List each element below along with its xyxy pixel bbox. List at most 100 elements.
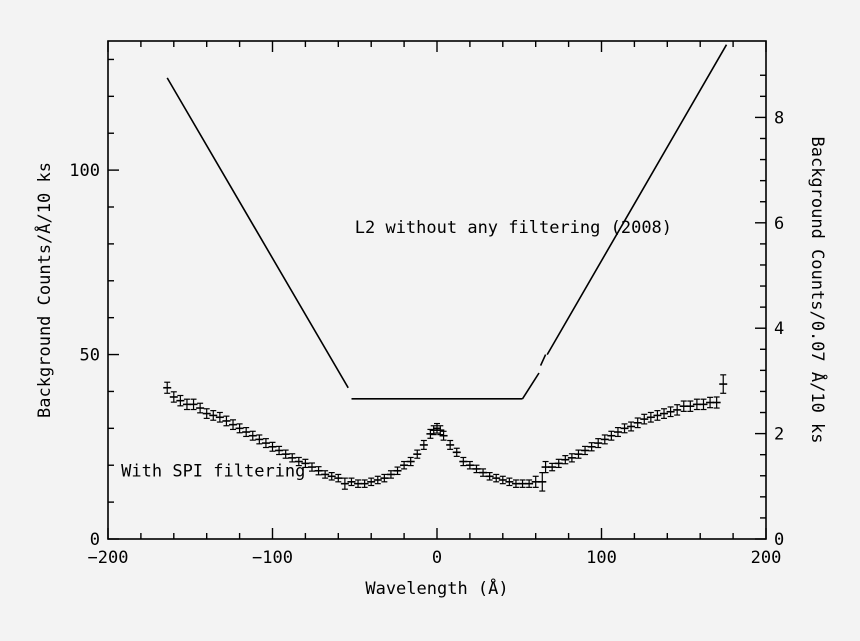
data-point-spi bbox=[169, 391, 178, 403]
data-point-spi bbox=[511, 479, 520, 488]
data-point-spi bbox=[699, 398, 708, 411]
data-point-spi bbox=[492, 473, 501, 483]
data-point-spi bbox=[660, 408, 669, 419]
x-axis-title: Wavelength (Å) bbox=[365, 577, 508, 599]
annotation-unfiltered: L2 without any filtering (2008) bbox=[355, 218, 672, 238]
series-line-unfiltered bbox=[546, 44, 728, 356]
data-point-spi bbox=[452, 447, 461, 457]
data-point-spi bbox=[594, 438, 603, 449]
y2-axis-title: Background Counts/0.07 Å/10 ks bbox=[807, 136, 829, 443]
data-point-spi bbox=[393, 466, 402, 476]
data-point-spi bbox=[288, 453, 297, 463]
data-point-spi bbox=[261, 438, 270, 449]
data-point-spi bbox=[334, 473, 343, 483]
y-tick-label: 50 bbox=[80, 346, 100, 366]
data-point-spi bbox=[163, 381, 172, 394]
data-point-spi bbox=[367, 477, 376, 487]
series-line-unfiltered bbox=[539, 354, 547, 366]
data-point-spi bbox=[472, 464, 481, 474]
data-point-spi bbox=[406, 456, 415, 467]
data-point-spi bbox=[554, 458, 563, 469]
data-point-spi bbox=[182, 398, 191, 411]
data-point-spi bbox=[719, 374, 728, 394]
data-point-spi bbox=[242, 426, 251, 438]
data-point-spi bbox=[347, 477, 356, 487]
data-point-spi bbox=[268, 441, 277, 452]
annotation-spi-filtering: With SPI filtering bbox=[121, 461, 305, 481]
data-point-spi bbox=[281, 449, 290, 459]
y2-tick-label: 8 bbox=[774, 108, 784, 128]
data-point-spi bbox=[209, 410, 218, 421]
data-point-spi bbox=[248, 430, 257, 441]
data-point-spi bbox=[439, 430, 448, 441]
data-point-spi bbox=[581, 445, 590, 456]
data-point-spi bbox=[567, 453, 576, 463]
data-point-spi bbox=[479, 468, 488, 477]
data-point-spi bbox=[620, 423, 629, 434]
data-point-spi bbox=[176, 394, 185, 407]
data-point-spi bbox=[525, 479, 534, 488]
data-point-spi bbox=[433, 422, 441, 434]
data-point-spi bbox=[202, 408, 211, 419]
y-tick-label: 100 bbox=[69, 161, 100, 181]
data-point-spi bbox=[327, 472, 336, 481]
data-point-spi bbox=[294, 456, 303, 467]
series-line-unfiltered bbox=[521, 372, 540, 400]
data-point-spi bbox=[413, 449, 422, 459]
data-point-spi bbox=[380, 473, 389, 483]
data-point-spi bbox=[633, 417, 642, 429]
y-tick-label: 0 bbox=[90, 530, 100, 550]
data-point-spi bbox=[561, 455, 570, 465]
y2-tick-label: 6 bbox=[774, 214, 784, 234]
data-point-spi bbox=[321, 470, 330, 479]
data-point-spi bbox=[419, 439, 428, 450]
y2-tick-label: 0 bbox=[774, 530, 784, 550]
data-point-spi bbox=[712, 396, 721, 409]
data-point-spi bbox=[235, 423, 244, 434]
y-axis-title: Background Counts/Å/10 ks bbox=[33, 162, 55, 418]
data-point-spi bbox=[613, 426, 622, 438]
data-point-spi bbox=[340, 477, 349, 490]
data-point-spi bbox=[485, 472, 494, 481]
data-point-spi bbox=[215, 411, 224, 423]
data-point-spi bbox=[548, 462, 557, 472]
x-tick-label: −100 bbox=[252, 548, 293, 568]
x-tick-label: 100 bbox=[586, 548, 617, 568]
x-tick-label: −200 bbox=[88, 548, 129, 568]
data-point-spi bbox=[436, 425, 445, 436]
data-point-spi bbox=[307, 462, 316, 472]
data-point-spi bbox=[686, 400, 695, 412]
data-point-spi bbox=[673, 404, 682, 416]
data-point-spi bbox=[314, 466, 323, 476]
x-tick-label: 0 bbox=[432, 548, 442, 568]
data-point-spi bbox=[505, 477, 514, 487]
data-point-spi bbox=[189, 398, 198, 411]
data-point-spi bbox=[653, 410, 662, 421]
x-tick-label: 200 bbox=[751, 548, 782, 568]
data-point-spi bbox=[600, 434, 609, 445]
data-point-spi bbox=[373, 475, 382, 485]
series-line-unfiltered bbox=[166, 77, 349, 389]
data-point-spi bbox=[465, 460, 474, 470]
data-point-spi bbox=[627, 421, 636, 432]
data-point-spi bbox=[360, 479, 369, 488]
data-point-spi bbox=[640, 413, 649, 425]
data-point-spi bbox=[607, 430, 616, 441]
data-point-spi bbox=[196, 402, 205, 414]
data-point-spi bbox=[459, 456, 468, 467]
data-point-spi bbox=[255, 434, 264, 445]
data-point-spi bbox=[222, 415, 231, 427]
series-layer bbox=[163, 44, 728, 492]
data-point-spi bbox=[646, 411, 655, 423]
data-point-spi bbox=[587, 442, 596, 452]
data-point-spi bbox=[446, 439, 455, 450]
data-point-spi bbox=[400, 460, 409, 470]
y2-tick-label: 4 bbox=[774, 319, 784, 339]
axis-ticks bbox=[107, 41, 767, 540]
data-point-spi bbox=[229, 419, 238, 431]
data-point-spi bbox=[301, 458, 310, 469]
data-point-spi bbox=[275, 445, 284, 456]
data-point-spi bbox=[498, 475, 507, 485]
